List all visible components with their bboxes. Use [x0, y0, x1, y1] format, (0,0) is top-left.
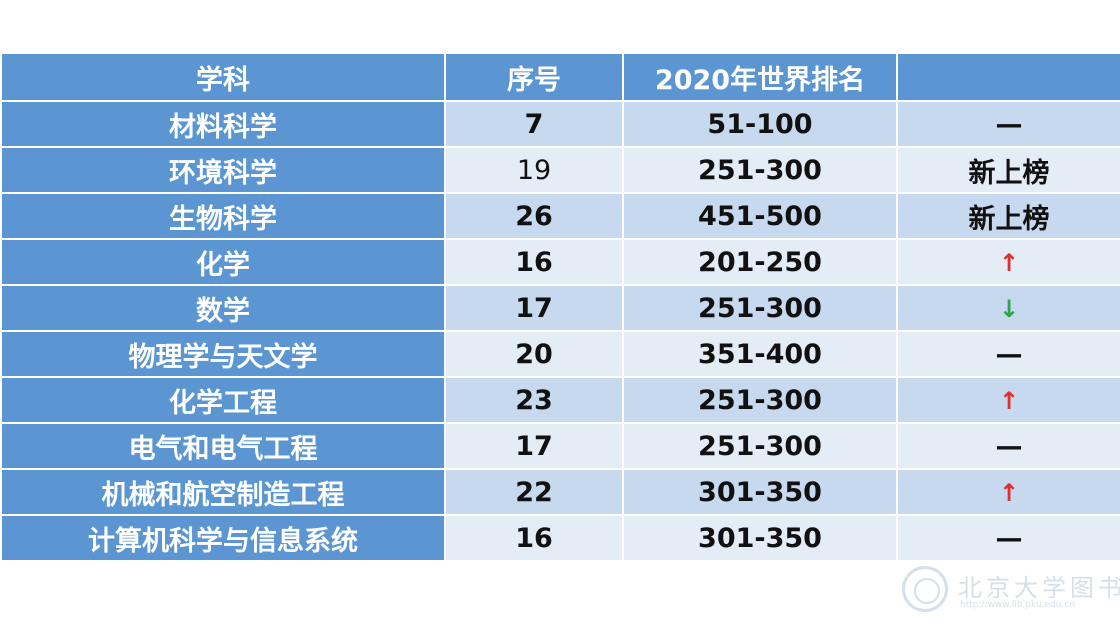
index-cell: 19: [444, 146, 624, 194]
rank-cell: 451-500: [622, 192, 898, 240]
header-subject: 学科: [0, 52, 446, 102]
header-change: [896, 52, 1120, 102]
change-cell: ↑: [896, 376, 1120, 424]
rank-cell: 301-350: [622, 514, 898, 562]
watermark-url: http://www.lib.pku.edu.cn: [960, 600, 1075, 610]
subject-cell: 环境科学: [0, 146, 446, 194]
rank-cell: 351-400: [622, 330, 898, 378]
table-body: 材料科学 7 51-100— 环境科学 19 251-300 新上榜 生物科学 26 451-50…: [0, 100, 1120, 562]
change-cell: —: [896, 100, 1120, 148]
no-change-dash: —: [995, 522, 1023, 554]
index-cell: 17: [444, 422, 624, 470]
table-header: 学科 序号 2020年世界排名: [0, 52, 1120, 102]
table-row: 环境科学 19 251-300 新上榜: [0, 146, 1120, 194]
table-row: 材料科学 7 51-100 —: [0, 100, 1120, 148]
arrow-up-icon: ↑: [998, 386, 1020, 415]
no-change-dash: —: [995, 338, 1023, 370]
change-cell: —: [896, 514, 1120, 562]
change-cell: —: [896, 422, 1120, 470]
rank-cell: 51-100: [622, 100, 898, 148]
table-row: 数学 17 251-300 ↓: [0, 284, 1120, 332]
change-cell: 新上榜: [896, 146, 1120, 194]
subject-cell: 材料科学: [0, 100, 446, 148]
index-cell: 23: [444, 376, 624, 424]
subject-cell: 物理学与天文学: [0, 330, 446, 378]
header-row: 学科 序号 2020年世界排名: [0, 52, 1120, 102]
change-cell: ↑: [896, 468, 1120, 516]
table-row: 物理学与天文学 20 351-400 —: [0, 330, 1120, 378]
change-cell: 新上榜: [896, 192, 1120, 240]
rank-cell: 201-250: [622, 238, 898, 286]
subject-cell: 计算机科学与信息系统: [0, 514, 446, 562]
index-cell: 16: [444, 238, 624, 286]
arrow-up-icon: ↑: [998, 478, 1020, 507]
ranking-table-container: 学科 序号 2020年世界排名 材料科学 7 51-100— 环境科学 19 251-30…: [0, 52, 1120, 562]
index-cell: 17: [444, 284, 624, 332]
rank-cell: 301-350: [622, 468, 898, 516]
change-cell: —: [896, 330, 1120, 378]
subject-cell: 化学: [0, 238, 446, 286]
subject-cell: 电气和电气工程: [0, 422, 446, 470]
subject-cell: 化学工程: [0, 376, 446, 424]
change-label: 新上榜: [968, 203, 1050, 235]
subject-cell: 机械和航空制造工程: [0, 468, 446, 516]
index-cell: 16: [444, 514, 624, 562]
table-row: 生物科学 26 451-500 新上榜: [0, 192, 1120, 240]
table-row: 化学工程 23 251-300 ↑: [0, 376, 1120, 424]
library-watermark: 北京大学图书馆 http://www.lib.pku.edu.cn: [902, 566, 1120, 618]
header-index: 序号: [444, 52, 624, 102]
change-cell: ↑: [896, 238, 1120, 286]
subject-cell: 数学: [0, 284, 446, 332]
rank-cell: 251-300: [622, 422, 898, 470]
table-row: 计算机科学与信息系统 16 301-350 —: [0, 514, 1120, 562]
table-row: 机械和航空制造工程 22 301-350 ↑: [0, 468, 1120, 516]
subject-cell: 生物科学: [0, 192, 446, 240]
change-cell: ↓: [896, 284, 1120, 332]
index-cell: 7: [444, 100, 624, 148]
header-rank: 2020年世界排名: [622, 52, 898, 102]
table-row: 化学 16 201-250 ↑: [0, 238, 1120, 286]
rank-cell: 251-300: [622, 284, 898, 332]
table-row: 电气和电气工程 17 251-300 —: [0, 422, 1120, 470]
watermark-text: 北京大学图书馆: [958, 574, 1120, 602]
index-cell: 26: [444, 192, 624, 240]
arrow-down-icon: ↓: [998, 294, 1020, 323]
ranking-table: 学科 序号 2020年世界排名 材料科学 7 51-100— 环境科学 19 251-30…: [0, 52, 1120, 562]
index-cell: 20: [444, 330, 624, 378]
arrow-up-icon: ↑: [998, 248, 1020, 277]
library-seal-icon: [902, 566, 948, 612]
no-change-dash: —: [995, 430, 1023, 462]
change-label: 新上榜: [968, 157, 1050, 189]
no-change-dash: —: [995, 108, 1023, 140]
rank-cell: 251-300: [622, 376, 898, 424]
rank-cell: 251-300: [622, 146, 898, 194]
index-cell: 22: [444, 468, 624, 516]
